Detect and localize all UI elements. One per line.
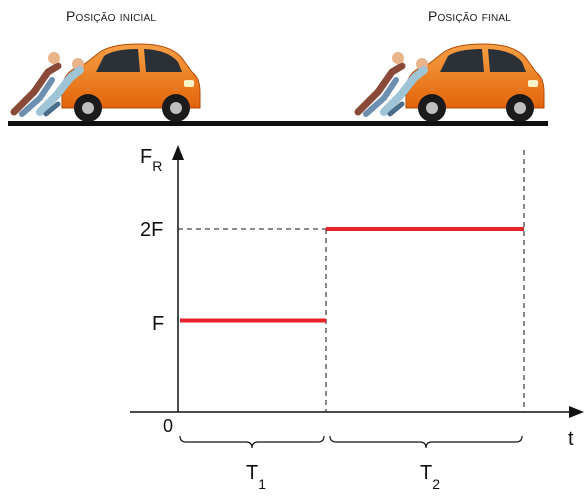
car-scene-initial <box>10 43 201 122</box>
origin-label: 0 <box>163 416 173 436</box>
interval-label-T2: T2 <box>420 462 440 492</box>
final-position-label: Posição final <box>428 8 512 24</box>
interval-label-T1: T1 <box>246 462 266 492</box>
y-tick-label-F: F <box>152 313 164 335</box>
force-line-group <box>180 227 524 323</box>
x-axis-label: t <box>568 428 574 450</box>
people-pushing-illustration <box>10 52 84 117</box>
x-axis-arrow <box>569 406 584 418</box>
y-axis-label: FR <box>140 146 162 174</box>
ground-line <box>8 121 548 126</box>
y-axis-arrow <box>172 145 184 160</box>
interval-brace-T1 <box>179 435 325 449</box>
interval-brace-T2 <box>329 435 523 449</box>
initial-position-label: Posição inicial <box>66 8 157 24</box>
car-illustration <box>61 43 201 122</box>
y-tick-label-2F: 2F <box>140 219 163 241</box>
people-pushing-illustration <box>354 52 428 117</box>
car-illustration <box>405 43 545 122</box>
car-scene-final <box>354 43 545 122</box>
